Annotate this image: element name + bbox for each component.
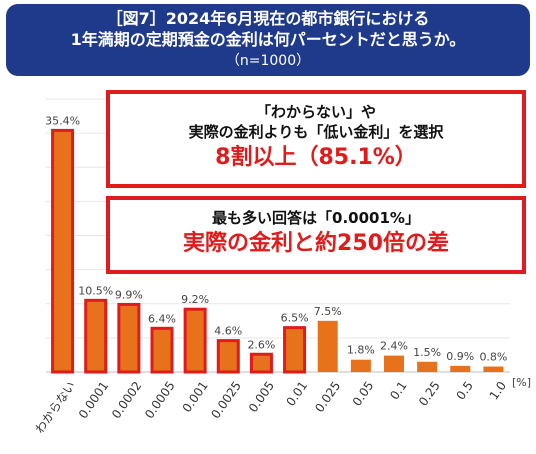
data-label-1: 10.5% xyxy=(78,284,113,297)
x-tick-label-10: 0.1 xyxy=(387,379,409,403)
x-tick-label-3: 0.0005 xyxy=(142,379,178,421)
bar-6 xyxy=(249,352,273,374)
callout-majority-highlight: 8割以上（85.1%） xyxy=(215,145,417,170)
x-tick-label-9: 0.05 xyxy=(350,379,377,409)
bar-9 xyxy=(350,359,371,372)
bar-7 xyxy=(283,326,307,374)
x-tick-label-8: 0.025 xyxy=(312,379,343,415)
callout-majority: 「わからない」や 実際の金利よりも「低い金利」を選択 8割以上（85.1%） xyxy=(106,90,526,188)
data-label-3: 6.4% xyxy=(148,312,176,325)
callout-majority-line-2: 実際の金利よりも「低い金利」を選択 xyxy=(188,123,444,141)
x-tick-label-12: 0.5 xyxy=(454,379,476,403)
data-label-5: 4.6% xyxy=(214,325,242,338)
data-label-13: 0.8% xyxy=(479,351,507,364)
x-tick-label-4: 0.001 xyxy=(180,379,211,415)
bar-5 xyxy=(216,339,240,374)
x-tick-label-1: 0.0001 xyxy=(76,379,112,421)
bar-10 xyxy=(384,355,404,372)
bar-8 xyxy=(317,320,338,372)
unit-label: [%] xyxy=(512,376,531,389)
bar-1 xyxy=(84,298,108,374)
x-tick-label-11: 0.25 xyxy=(416,379,443,409)
data-label-11: 1.5% xyxy=(413,346,441,359)
bar-4 xyxy=(183,307,207,374)
x-tick-label-13: 1.0 xyxy=(487,379,509,403)
data-label-0: 35.4% xyxy=(45,114,80,127)
bar-12 xyxy=(450,365,471,372)
data-label-12: 0.9% xyxy=(446,350,474,363)
chart-title-banner: ［図7］2024年6月現在の都市銀行における 1年満期の定期預金の金利は何パーセ… xyxy=(6,4,530,76)
title-line-1: ［図7］2024年6月現在の都市銀行における xyxy=(106,9,430,28)
data-label-4: 9.2% xyxy=(181,293,209,306)
data-label-6: 2.6% xyxy=(247,338,275,351)
sample-size: （n=1000） xyxy=(225,53,311,69)
callout-majority-line-1: 「わからない」や xyxy=(255,103,376,121)
bar-3 xyxy=(150,326,174,374)
bar-13 xyxy=(483,366,504,372)
data-label-8: 7.5% xyxy=(314,305,342,318)
x-tick-label-0: わからない xyxy=(32,379,78,436)
callout-most-common-line-1: 最も多い回答は「0.0001%」 xyxy=(212,209,420,227)
bar-2 xyxy=(117,302,141,374)
bar-11 xyxy=(417,361,438,372)
data-label-10: 2.4% xyxy=(380,340,408,353)
x-tick-label-7: 0.01 xyxy=(283,379,310,409)
callout-most-common-highlight: 実際の金利と約250倍の差 xyxy=(183,231,449,256)
x-tick-label-2: 0.0002 xyxy=(109,379,145,421)
x-tick-label-5: 0.0025 xyxy=(208,379,244,421)
title-line-2: 1年満期の定期預金の金利は何パーセントだと思うか。 xyxy=(70,30,466,49)
bar-0 xyxy=(51,128,75,374)
callout-most-common: 最も多い回答は「0.0001%」 実際の金利と約250倍の差 xyxy=(106,196,526,274)
data-label-9: 1.8% xyxy=(347,344,375,357)
data-label-2: 9.9% xyxy=(115,288,143,301)
x-tick-label-6: 0.005 xyxy=(246,379,277,415)
data-label-7: 6.5% xyxy=(281,312,309,325)
